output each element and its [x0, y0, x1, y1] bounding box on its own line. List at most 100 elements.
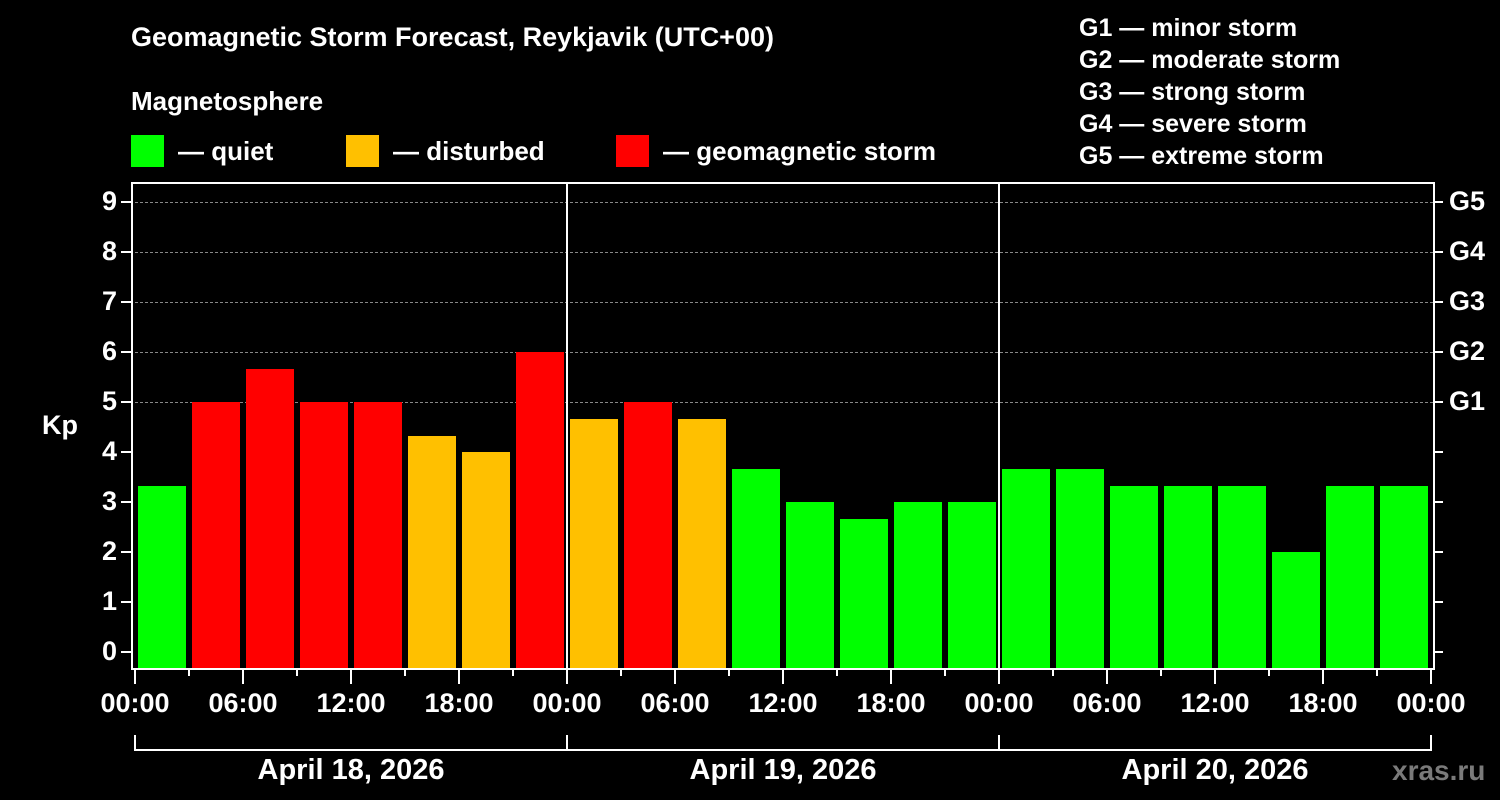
- x-tick: [350, 668, 352, 684]
- legend-heading: Magnetosphere: [131, 86, 324, 116]
- kp-bar: [786, 502, 834, 668]
- kp-bar: [948, 502, 996, 668]
- x-tick: [1268, 668, 1270, 676]
- kp-bar: [1326, 485, 1374, 668]
- storm-scale-g3: G3 — strong storm: [1079, 78, 1306, 106]
- y-tick-label: 3: [101, 486, 117, 516]
- y-tick-left: [121, 651, 131, 653]
- day-separator: [998, 184, 1000, 668]
- gridline: [135, 352, 1433, 353]
- y-tick-left: [121, 451, 131, 453]
- x-tick-label: 18:00: [856, 688, 926, 718]
- legend-swatch-storm: [616, 135, 649, 167]
- y-tick-right: [1433, 601, 1443, 603]
- chart-title: Geomagnetic Storm Forecast, Reykjavik (U…: [131, 22, 774, 52]
- legend-swatch-quiet: [131, 135, 164, 167]
- y-tick-left: [121, 601, 131, 603]
- x-tick: [566, 668, 568, 684]
- x-tick: [782, 668, 784, 684]
- y-tick-right: [1433, 651, 1443, 653]
- x-tick: [512, 668, 514, 676]
- kp-bar: [1056, 468, 1104, 668]
- g-level-label: G5: [1449, 186, 1486, 216]
- x-tick: [458, 668, 460, 684]
- x-tick: [1430, 668, 1432, 684]
- y-tick-left: [121, 251, 131, 253]
- day-label: April 18, 2026: [257, 754, 445, 786]
- legend-item-storm: — geomagnetic storm: [616, 135, 936, 167]
- kp-bar: [192, 402, 240, 668]
- storm-scale-g5: G5 — extreme storm: [1079, 142, 1324, 170]
- x-tick-label: 18:00: [1288, 688, 1358, 718]
- y-tick-left: [121, 201, 131, 203]
- y-tick-right: [1433, 301, 1443, 303]
- day-label: April 20, 2026: [1121, 754, 1309, 786]
- y-tick-label: 9: [101, 186, 117, 216]
- kp-bar: [624, 402, 672, 668]
- x-tick: [620, 668, 622, 676]
- plot-area: [131, 182, 1435, 670]
- x-tick-label: 06:00: [1072, 688, 1142, 718]
- x-tick: [1214, 668, 1216, 684]
- y-tick-right: [1433, 501, 1443, 503]
- gridline: [135, 202, 1433, 203]
- storm-scale-g2: G2 — moderate storm: [1079, 46, 1341, 74]
- y-tick-label: 8: [101, 236, 117, 266]
- kp-bar: [138, 485, 186, 668]
- x-tick-label: 00:00: [1396, 688, 1466, 718]
- day-bracket: [134, 735, 568, 751]
- day-bracket: [998, 735, 1432, 751]
- storm-scale-g1: G1 — minor storm: [1079, 14, 1298, 42]
- x-tick: [728, 668, 730, 676]
- y-tick-label: 0: [101, 636, 117, 666]
- kp-bar: [1218, 485, 1266, 668]
- g-level-label: G3: [1449, 286, 1486, 316]
- legend-label-quiet: — quiet: [178, 135, 274, 166]
- y-tick-label: 7: [101, 286, 117, 316]
- legend-swatch-disturbed: [346, 135, 379, 167]
- x-tick-label: 12:00: [316, 688, 386, 718]
- day-bracket: [566, 735, 1000, 751]
- y-tick-right: [1433, 201, 1443, 203]
- g-level-label: G1: [1449, 386, 1486, 416]
- kp-bar: [1002, 468, 1050, 668]
- y-tick-right: [1433, 451, 1443, 453]
- y-tick-label: 6: [101, 336, 117, 366]
- kp-bar: [570, 418, 618, 668]
- day-label: April 19, 2026: [689, 754, 877, 786]
- x-tick: [674, 668, 676, 684]
- y-tick-right: [1433, 401, 1443, 403]
- g-level-label: G4: [1449, 236, 1486, 266]
- kp-bar: [462, 452, 510, 668]
- x-tick-label: 18:00: [424, 688, 494, 718]
- y-tick-left: [121, 351, 131, 353]
- g-level-label: G2: [1449, 336, 1486, 366]
- y-tick-left: [121, 401, 131, 403]
- kp-bar: [354, 402, 402, 668]
- x-tick: [134, 668, 136, 684]
- x-tick: [1106, 668, 1108, 684]
- x-tick: [1160, 668, 1162, 676]
- x-tick: [188, 668, 190, 676]
- storm-scale-g4: G4 — severe storm: [1079, 110, 1307, 138]
- kp-bar: [516, 352, 564, 668]
- x-tick: [1322, 668, 1324, 684]
- kp-bar: [300, 402, 348, 668]
- x-tick-label: 00:00: [100, 688, 170, 718]
- legend-item-quiet: — quiet: [131, 135, 273, 167]
- gridline: [135, 302, 1433, 303]
- day-separator: [566, 184, 568, 668]
- kp-bar: [840, 518, 888, 668]
- kp-bar: [1164, 485, 1212, 668]
- gridline: [135, 252, 1433, 253]
- y-tick-label: 5: [101, 386, 117, 416]
- x-tick: [890, 668, 892, 684]
- y-tick-label: 4: [101, 436, 117, 466]
- x-tick-label: 06:00: [640, 688, 710, 718]
- x-tick: [1376, 668, 1378, 676]
- y-tick-left: [121, 551, 131, 553]
- x-tick-label: 12:00: [1180, 688, 1250, 718]
- y-tick-left: [121, 301, 131, 303]
- kp-bar: [678, 418, 726, 668]
- x-tick-label: 06:00: [208, 688, 278, 718]
